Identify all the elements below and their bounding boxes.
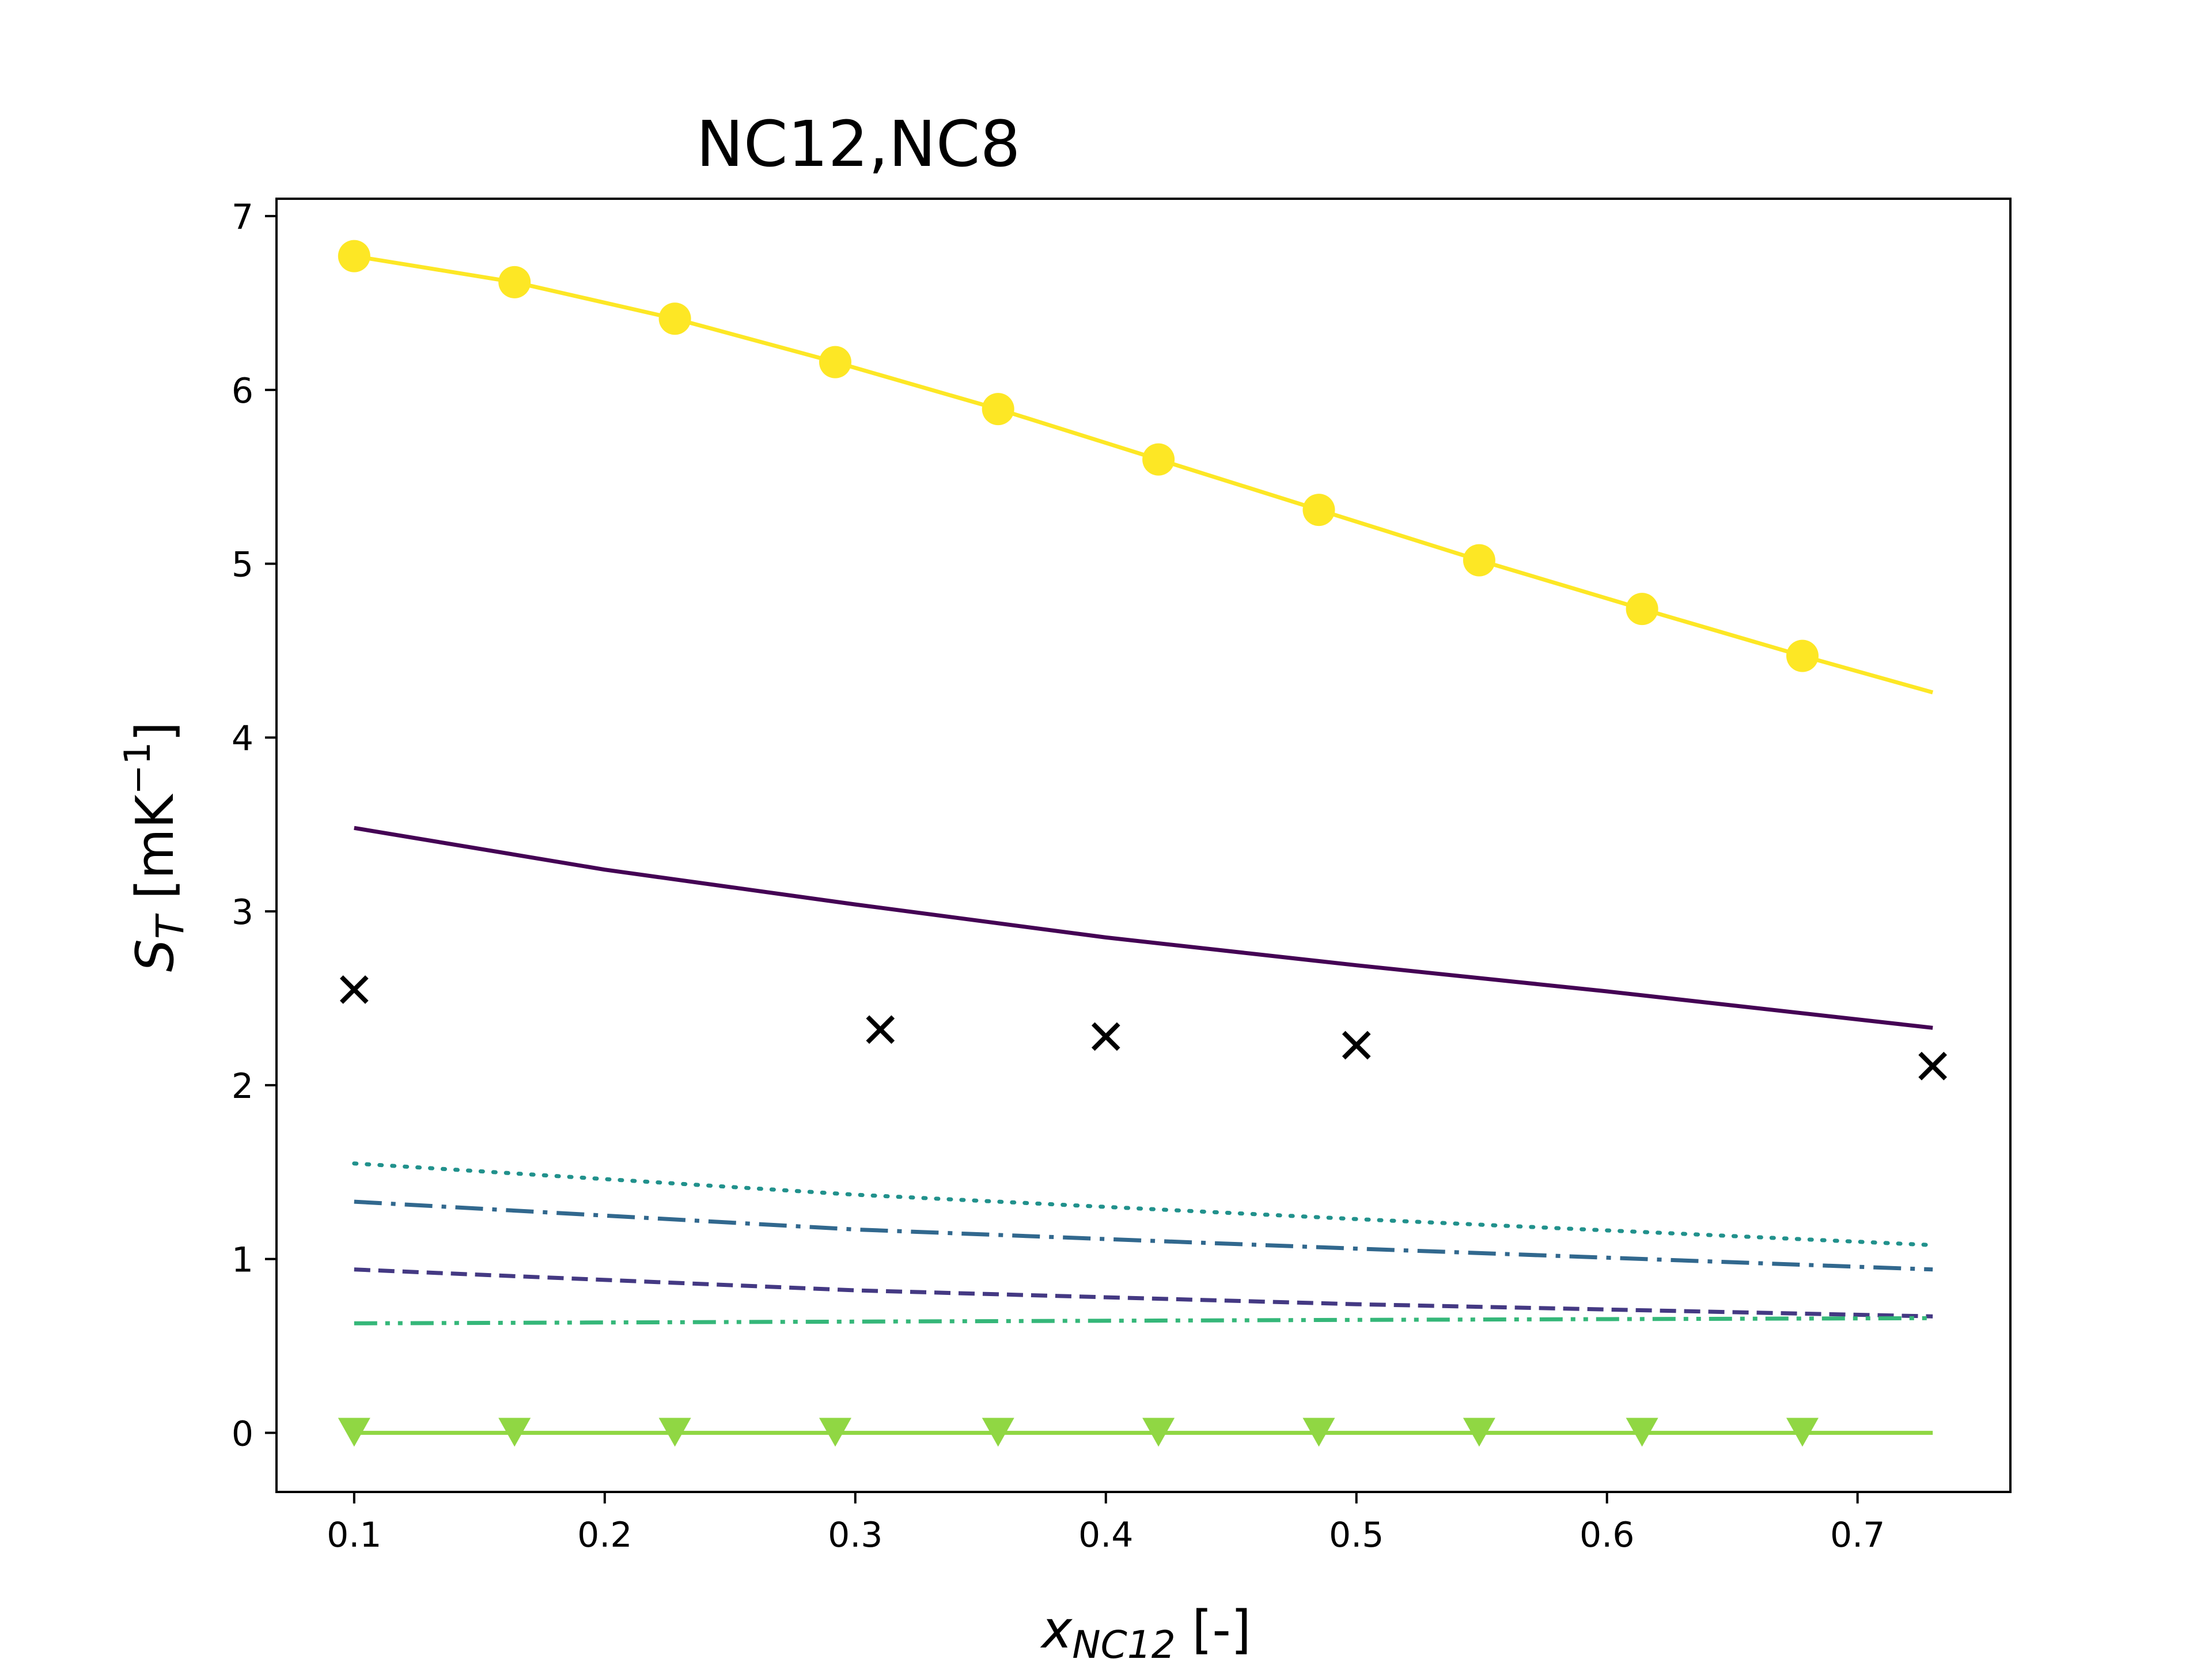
data-point [658,302,691,335]
data-point [1786,1418,1819,1447]
x-tick-label: 0.2 [577,1515,632,1555]
data-point [1918,1051,1947,1081]
y-tick-label: 0 [232,1414,253,1454]
y-tick-label: 5 [232,545,253,585]
series-0 [338,240,1934,695]
series-0-line [354,254,1934,695]
y-tick-label: 7 [232,197,253,237]
data-point [340,975,369,1004]
series-6 [354,1316,1933,1325]
data-point [498,1418,531,1447]
data-point [866,1015,895,1044]
data-point [1142,1418,1175,1447]
x-tick-label: 0.1 [327,1515,381,1555]
data-point [982,393,1014,426]
x-tick-label: 0.7 [1830,1515,1885,1555]
y-axis-symbol: S [125,939,185,972]
plot-frame [275,198,2012,1493]
y-tick-label: 3 [232,892,253,933]
chart-title: NC12,NC8 [696,107,1020,181]
y-axis-exponent: −1 [116,742,158,794]
x-tick-label: 0.3 [828,1515,882,1555]
data-point [498,266,531,298]
series-5-line [354,1267,1933,1319]
y-tick-label: 1 [232,1240,253,1281]
x-axis-unit: [-] [1176,1600,1251,1659]
data-point [1142,443,1175,476]
y-axis-subscript: T [148,913,192,939]
x-axis-subscript: NC12 [1072,1623,1175,1659]
data-point [658,1418,691,1447]
x-tick-label: 0.5 [1329,1515,1384,1555]
y-axis-title: ST [mK−1] [116,722,192,972]
y-axis: 0 1 2 3 4 5 6 7 [232,197,276,1454]
data-point [338,240,370,272]
x-axis: 0.1 0.2 0.3 0.4 0.5 0.6 0.7 [327,1492,1885,1555]
x-tick-label: 0.6 [1580,1515,1634,1555]
series-2 [340,975,1947,1081]
x-axis-title: xNC12 [-] [1040,1600,1251,1659]
series-layer [338,240,1947,1447]
y-tick-label: 6 [232,371,253,411]
series-3-line [352,1161,1935,1247]
series-4-line [354,1199,1933,1272]
data-point [338,1418,370,1447]
series-1-line [354,825,1933,1030]
data-point [1463,1418,1495,1447]
data-point [982,1418,1014,1447]
y-axis-close: ] [125,722,185,742]
series-3 [352,1161,1935,1247]
data-point [1786,639,1819,672]
data-point [819,346,851,378]
data-point [1342,1031,1371,1060]
data-point [819,1418,851,1447]
data-point [1463,544,1495,577]
series-5 [354,1267,1933,1319]
series-6-line [354,1316,1933,1325]
y-tick-label: 2 [232,1066,253,1107]
data-point [1626,1418,1658,1447]
data-point [1626,593,1658,626]
data-point [1302,494,1335,527]
y-axis-unit: [mK [125,793,185,915]
x-tick-label: 0.4 [1078,1515,1133,1555]
data-point [1302,1418,1335,1447]
series-4 [354,1199,1933,1272]
series-1 [354,825,1933,1030]
data-point [1091,1022,1120,1051]
y-tick-label: 4 [232,718,253,759]
series-7 [338,1418,1933,1447]
x-axis-symbol: x [1040,1600,1073,1659]
